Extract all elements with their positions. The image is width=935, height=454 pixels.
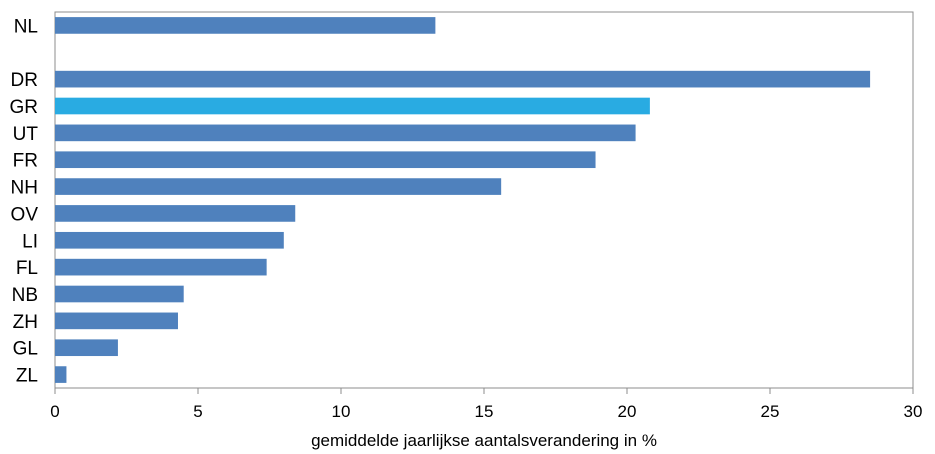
x-tick-label: 5 <box>193 402 202 421</box>
bar-fl <box>55 258 267 276</box>
category-label-zl: ZL <box>16 366 38 387</box>
x-tick-label: 30 <box>904 402 923 421</box>
bar-zh <box>55 312 178 330</box>
bar-fr <box>55 151 596 169</box>
category-label-ov: OV <box>11 204 39 225</box>
category-label-zh: ZH <box>13 312 38 333</box>
bar-ov <box>55 205 296 222</box>
category-labels: NL DR GR UT FR NH OV LI FL NB ZH GL ZL <box>10 16 39 386</box>
x-tick-label: 15 <box>475 402 494 421</box>
category-label-fr: FR <box>13 151 38 172</box>
category-label-ut: UT <box>13 124 39 145</box>
category-label-fl: FL <box>16 258 38 279</box>
bar-li <box>55 231 284 249</box>
category-label-nb: NB <box>12 285 38 306</box>
plot-frame <box>54 11 914 389</box>
category-label-nh: NH <box>11 178 38 199</box>
category-label-nl: NL <box>14 16 38 37</box>
x-axis-ticks: 0 5 10 15 20 25 30 <box>50 388 922 421</box>
category-label-dr: DR <box>11 70 38 91</box>
bar-dr <box>55 70 871 88</box>
x-tick-label: 0 <box>50 402 59 421</box>
x-tick-label: 25 <box>761 402 780 421</box>
category-label-gr: GR <box>10 97 39 118</box>
bar-gr <box>55 97 650 115</box>
category-label-gl: GL <box>13 339 38 360</box>
bar-nh <box>55 178 502 195</box>
bar-nb <box>55 285 184 303</box>
bar-nl <box>55 17 436 34</box>
x-tick-label: 20 <box>618 402 637 421</box>
category-label-li: LI <box>22 231 38 252</box>
bar-zl <box>55 366 67 383</box>
bar-gl <box>55 339 118 357</box>
x-axis-title: gemiddelde jaarlijkse aantalsverandering… <box>311 431 657 450</box>
bar-ut <box>55 124 636 142</box>
x-tick-label: 10 <box>332 402 351 421</box>
bars <box>55 17 871 383</box>
